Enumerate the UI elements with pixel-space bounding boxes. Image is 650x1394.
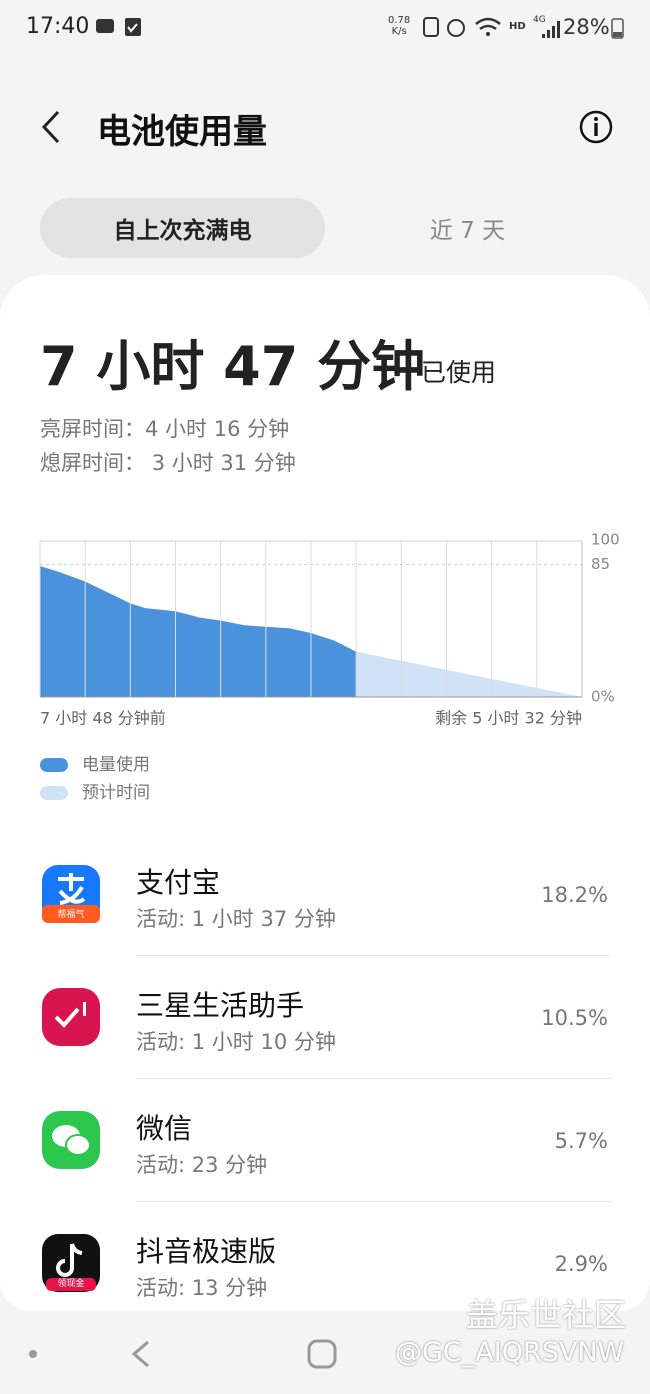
card (0, 275, 650, 1311)
app-name[interactable]: 微信 (136, 1112, 193, 1145)
icon-shape (83, 1002, 86, 1016)
status-speed: 0.78 K/s (388, 15, 410, 37)
status-icons (423, 17, 501, 37)
icon-shape (54, 1007, 80, 1028)
nav-dot (29, 1350, 37, 1358)
x-end-label: 剩余 5 小时 32 分钟 (435, 709, 582, 728)
label: 亮屏时间： (40, 417, 145, 441)
usage-suffix: 已使用 (421, 358, 497, 387)
app-detail: 活动: 1 小时 10 分钟 (136, 1030, 336, 1054)
value: 4 小时 16 分钟 (145, 417, 290, 441)
x-start-label: 7 小时 48 分钟前 (40, 709, 166, 728)
app-detail: 活动: 13 分钟 (136, 1276, 268, 1300)
app-percent: 10.5% (541, 1006, 608, 1030)
app-detail: 活动: 1 小时 37 分钟 (136, 907, 336, 931)
usage-total: 7 小时 47 分钟 (40, 335, 426, 398)
status-network: 4G (533, 15, 546, 25)
app-name[interactable]: 三星生活助手 (136, 989, 305, 1022)
app-percent: 18.2% (541, 883, 608, 907)
label: 熄屏时间： (40, 451, 145, 475)
nav-bar (29, 1339, 337, 1369)
status-icons-left (96, 18, 141, 36)
icon-badge: 帮福气 (57, 910, 85, 920)
legend-label: 预计时间 (82, 783, 150, 803)
divider (136, 955, 610, 956)
y-tick-label: 100 (591, 531, 620, 549)
back-button[interactable] (36, 106, 68, 148)
app-icon (42, 865, 100, 923)
battery-icon (611, 18, 624, 39)
battery-area (40, 565, 357, 697)
info-button[interactable] (577, 108, 615, 146)
tab-selected[interactable]: 自上次充满电 (40, 198, 325, 258)
app-percent: 2.9% (554, 1252, 608, 1276)
tab[interactable]: 近 7 天 (429, 218, 506, 244)
icon-shape (56, 1243, 83, 1277)
app-detail: 活动: 23 分钟 (136, 1153, 268, 1177)
y-tick-label: 85 (591, 555, 610, 573)
icon-shape (58, 873, 86, 905)
app-percent: 5.7% (554, 1129, 608, 1153)
nav-home[interactable] (307, 1339, 337, 1369)
legend-label: 电量使用 (82, 754, 150, 775)
watermark-site: 盖乐世社区 (466, 1296, 627, 1334)
legend-swatch (40, 786, 68, 800)
icon-shape (46, 1278, 96, 1291)
screen-off: 熄屏时间： 3 小时 31 分钟 (40, 447, 296, 477)
watermark-user: @GC_AIQRSVNW (395, 1337, 625, 1368)
status-hd: HD (509, 21, 526, 32)
speed-unit: K/s (391, 26, 407, 37)
battery-area (356, 651, 582, 697)
icon-shape (42, 905, 100, 923)
value: 3 小时 31 分钟 (151, 451, 296, 475)
divider (136, 1078, 610, 1079)
status-time: 17:40 (26, 14, 90, 39)
nav-back[interactable] (131, 1340, 149, 1368)
app-icon (42, 1111, 100, 1169)
icon-shape (65, 1134, 91, 1156)
page-title: 电池使用量 (97, 112, 267, 152)
speed-value: 0.78 (388, 15, 411, 26)
icon-badge: 领现金 (57, 1279, 85, 1289)
app-icon (42, 988, 100, 1046)
app-icon (42, 1234, 100, 1292)
divider (136, 1201, 610, 1202)
signal-icon (542, 21, 560, 38)
status-battery: 28% (563, 15, 610, 39)
y-tick-label: 0% (591, 688, 615, 706)
app-name[interactable]: 抖音极速版 (136, 1235, 277, 1268)
screen-on: 亮屏时间：4 小时 16 分钟 (40, 413, 289, 443)
app-name[interactable]: 支付宝 (136, 866, 221, 899)
legend-swatch (40, 758, 68, 772)
